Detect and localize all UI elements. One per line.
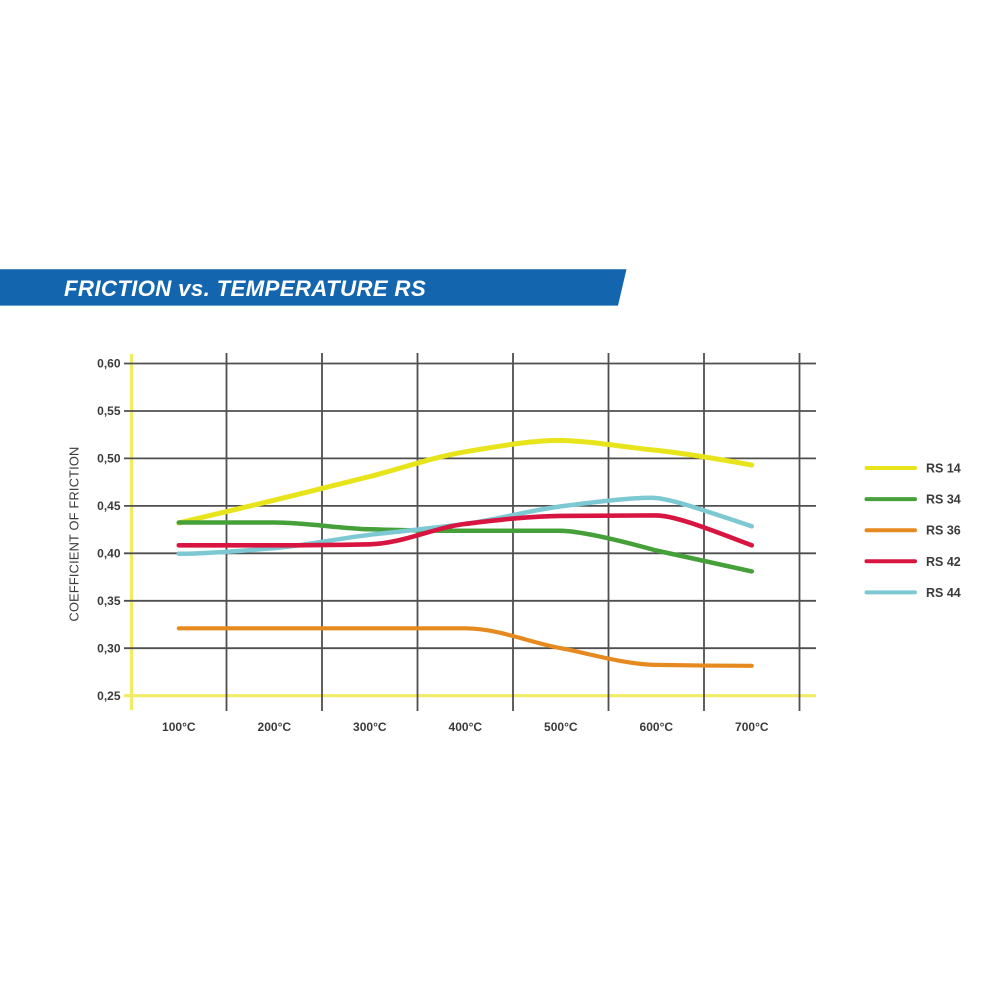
svg-text:0,30: 0,30 (97, 641, 121, 655)
svg-text:RS 44: RS 44 (926, 586, 961, 600)
svg-text:RS 34: RS 34 (926, 493, 961, 507)
svg-text:0,40: 0,40 (97, 547, 121, 561)
svg-text:FRICTION vs. TEMPERATURE RS: FRICTION vs. TEMPERATURE RS (64, 276, 426, 301)
svg-text:100°C: 100°C (162, 720, 196, 734)
svg-text:700°C: 700°C (735, 720, 769, 734)
svg-text:COEFFICIENT OF FRICTION: COEFFICIENT OF FRICTION (67, 447, 82, 622)
svg-text:0,55: 0,55 (97, 404, 121, 418)
svg-text:300°C: 300°C (353, 720, 387, 734)
svg-text:600°C: 600°C (640, 720, 674, 734)
svg-text:0,35: 0,35 (97, 594, 121, 608)
svg-text:0,60: 0,60 (97, 357, 121, 371)
svg-text:400°C: 400°C (449, 720, 483, 734)
svg-text:0,45: 0,45 (97, 499, 121, 513)
svg-text:0,50: 0,50 (97, 452, 121, 466)
svg-text:0,25: 0,25 (97, 689, 121, 703)
svg-text:RS 14: RS 14 (926, 462, 961, 476)
svg-text:RS 36: RS 36 (926, 524, 961, 538)
svg-text:RS 42: RS 42 (926, 555, 961, 569)
svg-text:200°C: 200°C (258, 720, 292, 734)
svg-text:500°C: 500°C (544, 720, 578, 734)
